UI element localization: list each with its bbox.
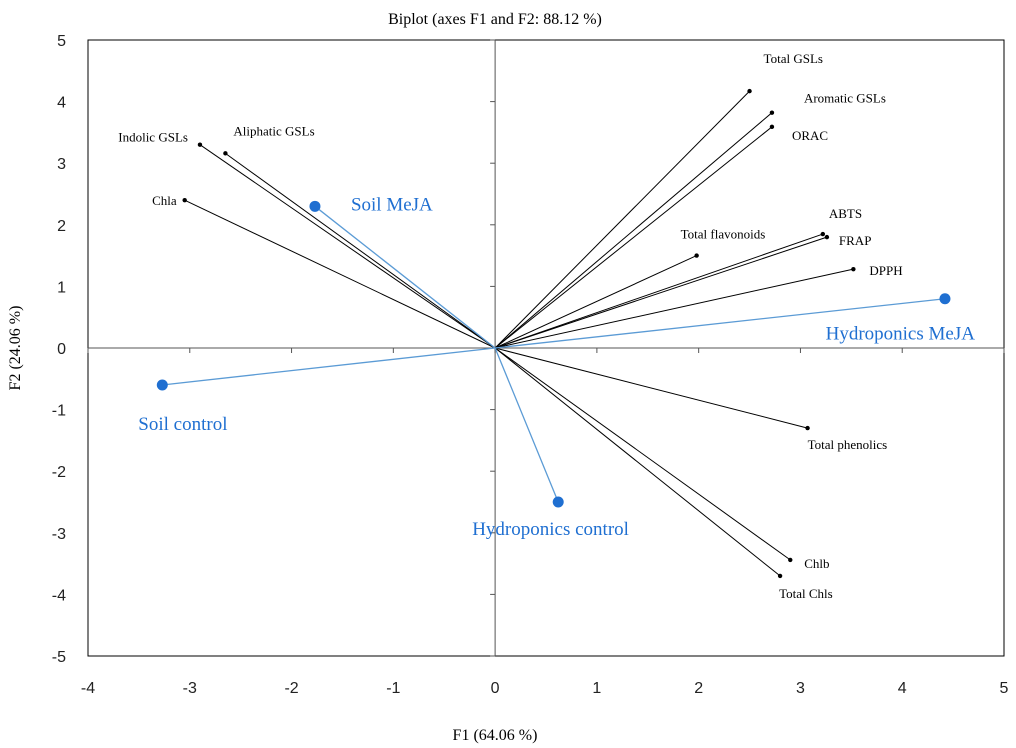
x-tick-label: -1 — [386, 680, 400, 697]
observation-point — [552, 496, 564, 508]
variable-label: Aliphatic GSLs — [233, 123, 314, 138]
variable-label: Chlb — [804, 556, 829, 571]
variable-vectors: Total GSLs Aromatic GSLs ORAC Indolic GSLs A… — [118, 51, 902, 601]
variable-point — [777, 573, 783, 579]
observation-label: Hydroponics MeJA — [826, 324, 976, 345]
variable-label: ABTS — [829, 206, 862, 221]
observation-points: Soil MeJA Hydroponics MeJA Soil control Hyd… — [138, 194, 975, 540]
observation-label: Hydroponics control — [472, 519, 629, 540]
x-tick-label: 2 — [694, 680, 703, 697]
y-tick-label: 5 — [57, 33, 66, 50]
variable-point — [851, 266, 856, 272]
variable-label: DPPH — [869, 263, 902, 278]
variable-vector — [494, 255, 697, 349]
variable-vector — [494, 233, 823, 349]
observation-vector — [494, 347, 559, 503]
observation-vector — [162, 347, 496, 386]
y-tick-label: -1 — [52, 403, 66, 420]
y-axis-label: F2 (24.06 %) — [7, 306, 24, 391]
observation-point — [156, 379, 168, 391]
variable-label: Total GSLs — [764, 51, 823, 66]
variable-label: Total flavonoids — [681, 227, 766, 242]
variable-vector — [225, 152, 496, 349]
variable-vector — [184, 199, 496, 349]
x-tick-label: 4 — [898, 680, 907, 697]
variable-point — [197, 142, 203, 147]
variable-point — [820, 231, 826, 237]
y-tick-label: -3 — [52, 526, 66, 543]
axes-layer: -4 -3 -2 -1 0 1 2 3 4 5 5 4 3 2 1 0 -1 -2 -3 -4 -5 — [52, 33, 1009, 697]
variable-vector — [494, 347, 808, 429]
variable-vector — [495, 268, 854, 349]
y-tick-label: -2 — [52, 464, 66, 481]
x-tick-label: 1 — [592, 680, 601, 697]
variable-point — [824, 234, 830, 240]
observation-label: Soil MeJA — [351, 194, 433, 215]
x-tick-label: -3 — [183, 680, 197, 697]
y-tick-label: 1 — [57, 279, 66, 296]
x-tick-label: 3 — [796, 680, 805, 697]
observation-point — [939, 293, 951, 305]
variable-vector — [494, 112, 773, 349]
variable-vector — [494, 90, 750, 349]
observation-vector — [314, 205, 496, 349]
variable-point — [747, 88, 752, 94]
variable-point — [805, 425, 810, 431]
variable-vector — [494, 126, 773, 349]
observation-vector — [495, 298, 946, 349]
y-tick-label: 0 — [57, 341, 66, 358]
variable-label: Total Chls — [779, 586, 833, 601]
variable-point — [182, 197, 187, 203]
variable-point — [788, 557, 793, 563]
variable-label: Chla — [152, 193, 177, 208]
variable-vector — [494, 347, 781, 577]
x-tick-label: -2 — [284, 680, 298, 697]
variable-label: Indolic GSLs — [118, 130, 188, 145]
y-tick-label: 4 — [57, 95, 66, 112]
observation-point — [309, 200, 321, 212]
variable-label: Total phenolics — [808, 437, 888, 452]
chart-title: Biplot (axes F1 and F2: 88.12 %) — [388, 11, 602, 28]
variable-label: ORAC — [792, 128, 828, 143]
y-tick-label: -4 — [52, 587, 66, 604]
y-tick-label: 3 — [57, 156, 66, 173]
variable-point — [769, 124, 775, 130]
y-tick-label: -5 — [52, 649, 66, 666]
variable-point — [223, 151, 228, 156]
x-tick-label: -4 — [81, 680, 95, 697]
variable-vector — [494, 236, 828, 349]
x-tick-label: 0 — [491, 680, 500, 697]
variable-label: FRAP — [839, 233, 872, 248]
observation-label: Soil control — [138, 414, 227, 435]
variable-vector — [494, 347, 791, 561]
y-tick-label: 2 — [57, 218, 66, 235]
variable-point — [769, 110, 775, 115]
variable-vector — [199, 144, 496, 349]
variable-label: Aromatic GSLs — [804, 91, 886, 106]
x-axis-label: F1 (64.06 %) — [453, 727, 538, 744]
x-tick-label: 5 — [1000, 680, 1009, 697]
variable-point — [694, 253, 699, 258]
